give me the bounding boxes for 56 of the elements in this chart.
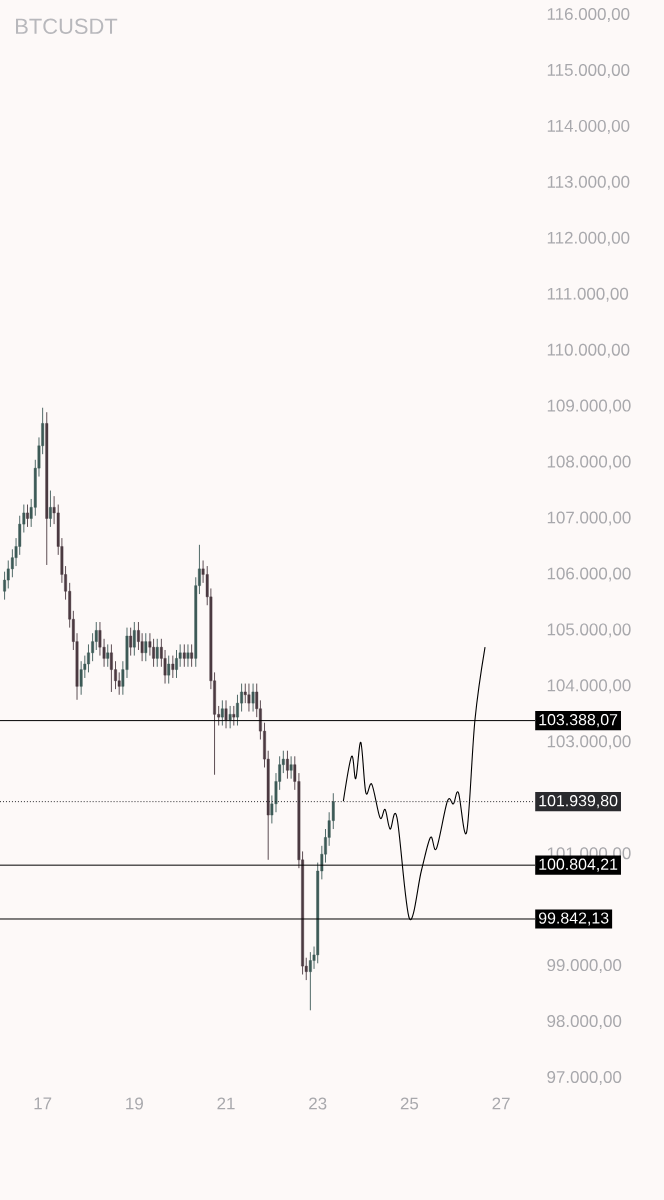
y-tick-label: 111.000,00 xyxy=(547,287,629,302)
y-tick-label: 106.000,00 xyxy=(547,567,631,582)
chart-title: BTCUSDT xyxy=(16,18,118,35)
x-tick-label: 19 xyxy=(126,1097,143,1110)
candlestick xyxy=(190,643,194,668)
candlestick xyxy=(26,504,29,528)
y-tick-label: 110.000,00 xyxy=(547,343,630,358)
candlestick xyxy=(232,705,236,726)
candlestick xyxy=(144,632,148,662)
x-tick-label: 27 xyxy=(492,1097,510,1110)
ref-line-label: 101.939,80 xyxy=(539,795,618,809)
y-tick-label: 105.000,00 xyxy=(547,623,631,638)
y-tick-label: 116.000,00 xyxy=(547,7,630,22)
candlestick xyxy=(251,683,255,712)
ref-line-label: 100.804,21 xyxy=(539,858,618,872)
y-tick-label: 115.000,00 xyxy=(547,63,630,78)
candlestick xyxy=(286,750,289,780)
x-tick-label: 25 xyxy=(400,1097,419,1110)
candlestick xyxy=(220,699,224,726)
candlestick xyxy=(87,643,90,673)
candlestick xyxy=(3,571,6,601)
candlestick xyxy=(49,490,52,528)
y-tick-label: 99.000,00 xyxy=(547,959,622,974)
candlestick xyxy=(247,683,251,712)
y-tick-label: 112.000,00 xyxy=(547,231,630,246)
y-tick-label: 97.000,00 xyxy=(547,1071,622,1085)
candlestick xyxy=(289,755,293,780)
candlestick xyxy=(224,699,228,729)
candlestick xyxy=(79,660,83,696)
candlestick xyxy=(175,649,178,679)
y-tick-label: 103.000,00 xyxy=(547,735,631,750)
candlestick xyxy=(91,632,95,662)
ref-line-label: 99.842,13 xyxy=(538,912,609,926)
y-tick-label: 104.000,00 xyxy=(547,679,631,694)
x-tick-label: 21 xyxy=(217,1097,235,1110)
candlestick xyxy=(186,643,190,668)
y-tick-label: 113.000,00 xyxy=(547,175,630,190)
candlestick xyxy=(182,643,186,668)
y-tick-label: 114.000,00 xyxy=(547,119,630,134)
candlestick xyxy=(308,951,312,1011)
candlestick xyxy=(155,638,159,668)
candlestick xyxy=(236,694,239,726)
candlestick xyxy=(106,643,110,668)
candlestick xyxy=(167,655,171,685)
x-tick-label: 23 xyxy=(309,1097,327,1110)
candlestick xyxy=(109,643,113,693)
candlestick xyxy=(132,621,136,657)
candlestick xyxy=(171,655,175,679)
candlestick xyxy=(129,627,133,657)
candlestick xyxy=(228,705,232,729)
y-tick-label: 98.000,00 xyxy=(547,1015,622,1030)
y-tick-label: 109.000,00 xyxy=(547,399,631,414)
y-tick-label: 107.000,00 xyxy=(547,511,631,526)
y-tick-label: 108.000,00 xyxy=(547,455,631,470)
ref-line-label: 103.388,07 xyxy=(539,714,618,728)
x-tick-label: 17 xyxy=(34,1097,52,1110)
